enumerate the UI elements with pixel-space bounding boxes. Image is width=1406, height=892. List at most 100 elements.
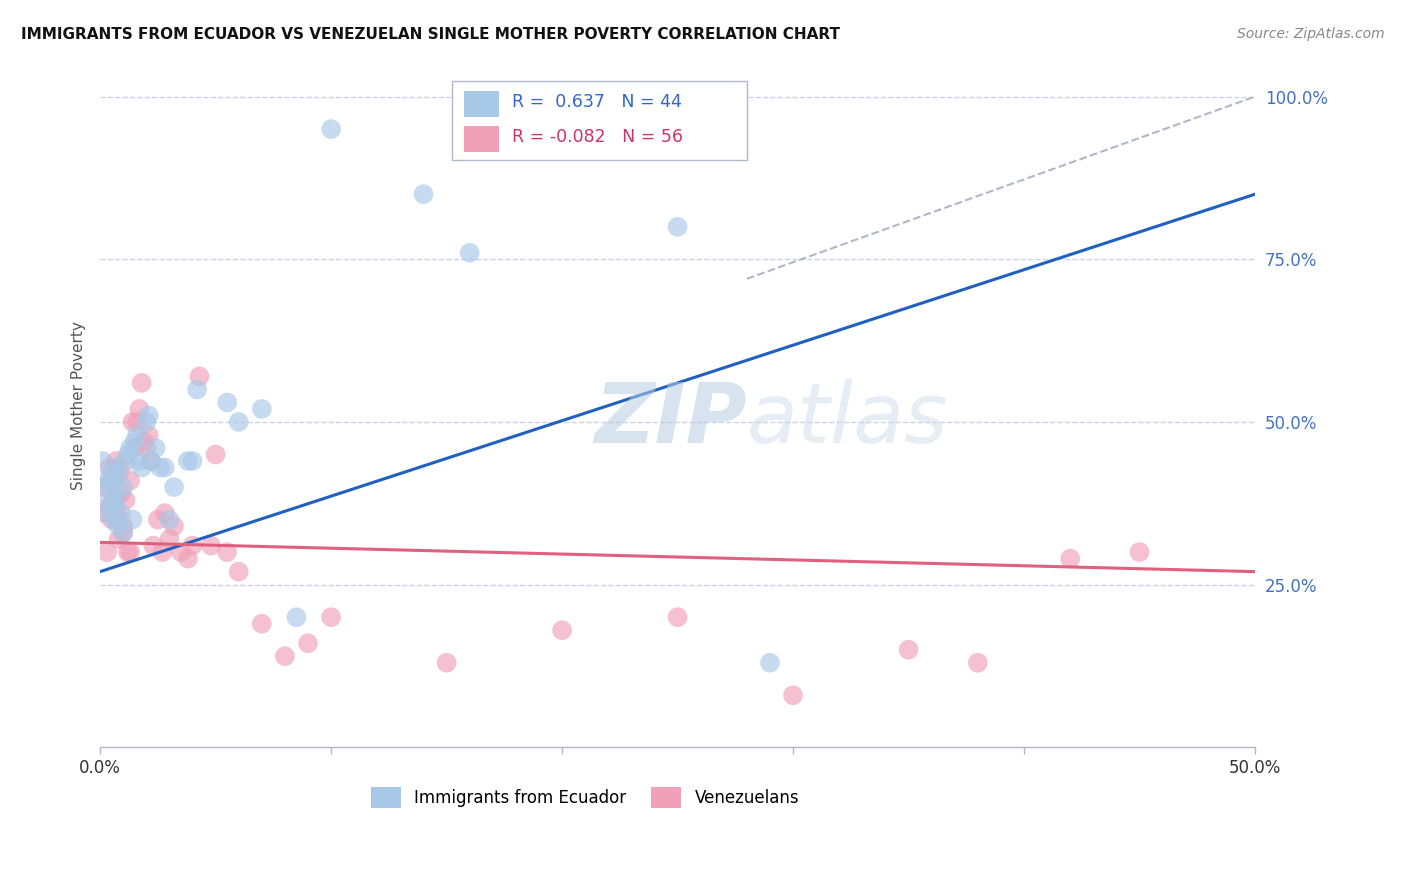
Point (121, 415, 143, 429)
Point (149, 460, 172, 475)
Text: Source: ZipAtlas.com: Source: ZipAtlas.com (1237, 27, 1385, 41)
Point (163, 519, 186, 533)
Point (297, 636, 319, 650)
Point (91, 454, 114, 468)
Point (107, 519, 129, 533)
Point (103, 493, 125, 508)
Point (120, 545, 142, 559)
Point (153, 506, 176, 520)
Point (94, 480, 117, 494)
Point (127, 415, 149, 429)
Point (153, 460, 176, 475)
Point (107, 532, 129, 546)
Point (319, 610, 342, 624)
Point (319, 122, 342, 136)
Point (120, 474, 142, 488)
Point (412, 187, 434, 202)
Point (128, 454, 150, 468)
Text: R =  0.637   N = 44: R = 0.637 N = 44 (512, 93, 682, 111)
Text: ZIP: ZIP (595, 379, 747, 460)
Point (139, 454, 162, 468)
Point (117, 545, 139, 559)
Point (103, 467, 125, 481)
Point (1128, 545, 1150, 559)
Point (666, 610, 689, 624)
Point (152, 545, 174, 559)
Point (131, 376, 153, 390)
Point (157, 532, 180, 546)
Point (666, 219, 689, 234)
Point (228, 565, 250, 579)
Point (112, 519, 135, 533)
Point (204, 448, 226, 462)
Point (285, 610, 308, 624)
Point (897, 642, 920, 657)
Point (100, 512, 122, 526)
Point (217, 545, 239, 559)
Point (177, 551, 200, 566)
Point (436, 656, 458, 670)
FancyBboxPatch shape (453, 81, 747, 160)
Point (107, 467, 129, 481)
Point (110, 460, 132, 475)
Point (139, 454, 162, 468)
Point (135, 441, 157, 455)
Point (759, 656, 782, 670)
Point (112, 525, 135, 540)
Point (117, 448, 139, 462)
Point (128, 401, 150, 416)
Point (551, 624, 574, 638)
FancyBboxPatch shape (464, 127, 499, 153)
Point (138, 409, 160, 423)
Point (145, 441, 167, 455)
Point (91, 506, 114, 520)
Point (124, 441, 146, 455)
Point (124, 434, 146, 449)
Point (114, 493, 136, 508)
Point (103, 512, 125, 526)
Point (110, 506, 132, 520)
Point (105, 454, 128, 468)
Point (135, 415, 157, 429)
Point (966, 656, 988, 670)
Point (131, 460, 153, 475)
Point (138, 428, 160, 442)
Point (458, 245, 481, 260)
Point (100, 467, 122, 481)
Point (250, 616, 273, 631)
Point (98, 460, 121, 475)
Point (132, 434, 155, 449)
Point (127, 428, 149, 442)
Point (274, 649, 297, 664)
Point (110, 486, 132, 500)
Point (1059, 551, 1081, 566)
Point (177, 454, 200, 468)
Point (163, 480, 186, 494)
Point (105, 493, 128, 508)
Point (100, 474, 122, 488)
Point (120, 441, 142, 455)
Point (98, 493, 121, 508)
Point (782, 688, 804, 702)
Point (107, 512, 129, 526)
Point (121, 512, 143, 526)
Point (181, 454, 204, 468)
Text: IMMIGRANTS FROM ECUADOR VS VENEZUELAN SINGLE MOTHER POVERTY CORRELATION CHART: IMMIGRANTS FROM ECUADOR VS VENEZUELAN SI… (21, 27, 841, 42)
Point (228, 415, 250, 429)
Point (142, 539, 165, 553)
Point (114, 454, 136, 468)
Point (250, 401, 273, 416)
Point (181, 539, 204, 553)
Point (96, 474, 118, 488)
Legend: Immigrants from Ecuador, Venezuelans: Immigrants from Ecuador, Venezuelans (364, 780, 806, 814)
Point (96, 545, 118, 559)
Point (217, 395, 239, 409)
Point (96, 506, 118, 520)
Point (100, 500, 122, 514)
Point (146, 512, 169, 526)
Point (105, 460, 128, 475)
Point (200, 539, 222, 553)
Point (186, 383, 208, 397)
Point (188, 369, 211, 384)
Point (170, 545, 193, 559)
